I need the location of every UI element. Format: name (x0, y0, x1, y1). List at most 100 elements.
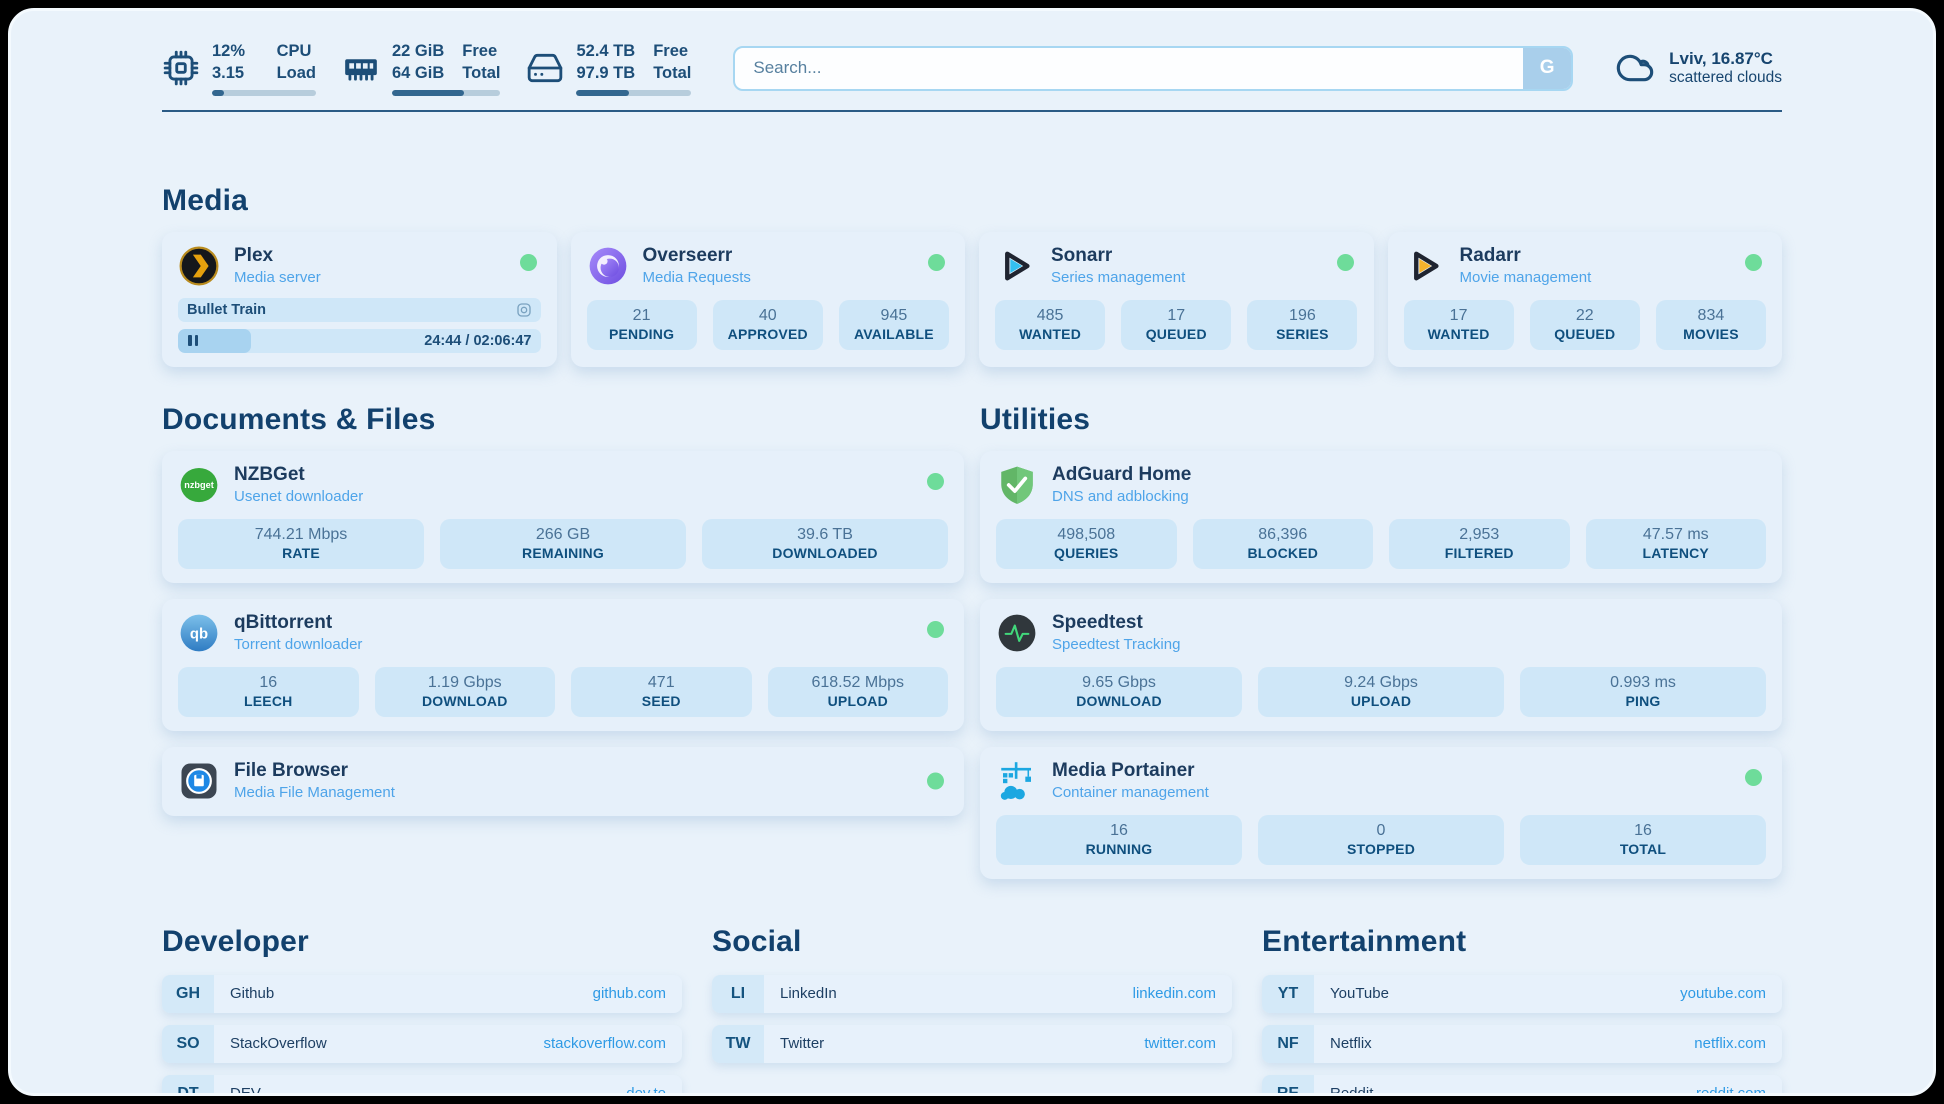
filebrowser-card[interactable]: File Browser Media File Management (162, 746, 964, 816)
status-dot (1336, 253, 1354, 271)
plex-card[interactable]: Plex Media server Bullet Train (162, 231, 557, 367)
bookmark-dev[interactable]: DT DEV dev.to (162, 1074, 682, 1096)
nzbget-card[interactable]: nzbget NZBGet Usenet downloader 744.21 M… (162, 450, 964, 583)
ram-free-label: Free (462, 42, 498, 60)
dashboard-frame: 12% 3.15 CPU Load (8, 8, 1936, 1096)
bookmark-reddit[interactable]: RE Reddit reddit.com (1262, 1074, 1782, 1096)
sonarr-icon (1005, 251, 1030, 280)
app-name: Media Portainer (1052, 760, 1195, 782)
stat-queued: 17 QUEUED (1121, 299, 1232, 350)
bookmark-abbr: RE (1262, 1074, 1314, 1093)
status-dot (928, 253, 945, 271)
bookmark-abbr: DT (162, 1074, 214, 1093)
bookmark-url: linkedin.com (1132, 985, 1216, 1003)
portainer-card[interactable]: Media Portainer Container management 16 … (980, 746, 1782, 879)
stat-approved: 40 APPROVED (712, 299, 823, 350)
search-input[interactable] (753, 58, 1524, 79)
sonarr-card[interactable]: Sonarr Series management 485 WANTED 17 Q… (979, 231, 1374, 367)
bookmark-url: youtube.com (1680, 985, 1766, 1003)
stat-upload: 618.52 Mbps UPLOAD (767, 666, 948, 717)
radarr-icon (1413, 251, 1439, 280)
stat-total: 16 TOTAL (1520, 814, 1766, 865)
bookmark-url: dev.to (626, 1085, 666, 1096)
bookmark-name: DEV (230, 1085, 261, 1096)
app-description: Movie management (1459, 268, 1592, 286)
stat-downloaded: 39.6 TB DOWNLOADED (702, 518, 948, 569)
cpu-label: CPU (276, 42, 312, 60)
bookmark-youtube[interactable]: YT YouTube youtube.com (1262, 974, 1782, 1013)
bookmark-url: reddit.com (1695, 1085, 1766, 1096)
status-dot (927, 472, 944, 490)
qbittorrent-icon: qb (180, 614, 218, 651)
pause-icon (188, 335, 198, 347)
video-session-icon (516, 302, 531, 317)
bookmarks-section: Developer GH Github github.com SO StackO… (162, 925, 1782, 1096)
bookmark-name: LinkedIn (780, 985, 837, 1003)
stat-stopped: 0 STOPPED (1258, 814, 1504, 865)
bookmark-abbr: YT (1262, 974, 1314, 1013)
app-description: Media server (234, 268, 321, 286)
app-description: Torrent downloader (234, 635, 363, 653)
bookmark-group-developer: Developer GH Github github.com SO StackO… (162, 925, 682, 1096)
bookmark-name: Netflix (1330, 1035, 1372, 1053)
stat-running: 16 RUNNING (996, 814, 1242, 865)
documents-column: Documents & Files nzbget NZBGet Usenet d… (162, 403, 964, 879)
plex-icon (179, 246, 219, 285)
app-name: Overseerr (642, 245, 733, 267)
app-name: Speedtest (1052, 612, 1143, 634)
adguard-card[interactable]: AdGuard Home DNS and adblocking 498,508 … (980, 450, 1782, 583)
app-name: qBittorrent (234, 612, 333, 634)
bookmark-group-entertainment: Entertainment YT YouTube youtube.com NF … (1262, 925, 1782, 1096)
search-bar[interactable]: G (733, 45, 1574, 91)
adguard-icon (1001, 466, 1033, 504)
cpu-progress-bar (212, 89, 316, 96)
plex-time-display: 24:44 / 02:06:47 (424, 332, 532, 349)
bookmark-github[interactable]: GH Github github.com (162, 974, 682, 1013)
bookmark-abbr: NF (1262, 1024, 1314, 1063)
stat-rate: 744.21 Mbps RATE (178, 518, 424, 569)
bookmark-name: Reddit (1330, 1085, 1374, 1096)
svg-text:nzbget: nzbget (184, 480, 214, 490)
plex-progress-fill (178, 328, 251, 353)
app-description: Media Requests (642, 268, 751, 286)
bookmark-twitter[interactable]: TW Twitter twitter.com (712, 1024, 1232, 1063)
ram-progress-bar (392, 89, 501, 96)
bookmark-abbr: GH (162, 974, 214, 1013)
stat-download: 1.19 Gbps DOWNLOAD (374, 666, 555, 717)
section-title-media: Media (162, 183, 249, 217)
bookmark-linkedin[interactable]: LI LinkedIn linkedin.com (712, 974, 1232, 1013)
cloud-icon (1616, 55, 1654, 82)
disk-free-value: 52.4 TB (576, 42, 636, 60)
qbittorrent-card[interactable]: qb qBittorrent Torrent downloader 16 LEE… (162, 598, 964, 731)
status-dot (927, 620, 944, 638)
overseerr-icon (589, 247, 626, 284)
ram-free-value: 22 GiB (392, 42, 445, 60)
bookmark-abbr: SO (162, 1024, 214, 1063)
ram-total-label: Total (462, 63, 501, 82)
cpu-progress-fill (212, 89, 225, 96)
svg-text:qb: qb (190, 626, 208, 642)
plex-now-playing-title: Bullet Train (187, 301, 266, 318)
stat-leech: 16 LEECH (178, 666, 359, 717)
portainer-icon (1000, 761, 1031, 800)
status-dot (519, 253, 537, 271)
bookmark-netflix[interactable]: NF Netflix netflix.com (1262, 1024, 1782, 1063)
radarr-card[interactable]: Radarr Movie management 17 WANTED 22 QUE… (1387, 231, 1782, 367)
disk-icon (528, 54, 563, 83)
speedtest-card[interactable]: Speedtest Speedtest Tracking 9.65 Gbps D… (980, 598, 1782, 731)
section-title-utilities: Utilities (980, 402, 1091, 436)
bookmark-stackoverflow[interactable]: SO StackOverflow stackoverflow.com (162, 1024, 682, 1063)
disk-total-value: 97.9 TB (576, 63, 636, 82)
overseerr-card[interactable]: Overseerr Media Requests 21 PENDING 40 A… (570, 231, 965, 367)
system-widgets: 12% 3.15 CPU Load (162, 41, 692, 96)
cpu-load-label: Load (276, 63, 316, 82)
cpu-widget: 12% 3.15 CPU Load (162, 41, 316, 96)
nzbget-icon: nzbget (180, 467, 218, 502)
top-bar: 12% 3.15 CPU Load (162, 11, 1782, 96)
cpu-icon (163, 51, 199, 86)
weather-widget: Lviv, 16.87°C scattered clouds (1615, 48, 1782, 88)
disk-progress-fill (576, 89, 630, 96)
search-engine-button[interactable]: G (1523, 47, 1572, 89)
weather-condition: scattered clouds (1669, 69, 1782, 87)
status-dot (1745, 253, 1762, 271)
